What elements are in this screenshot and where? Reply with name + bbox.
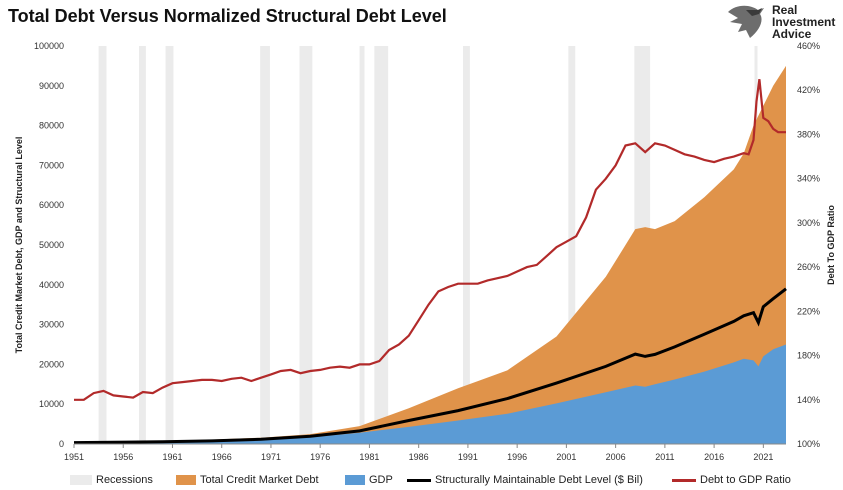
series-structural-debt-level <box>73 287 787 445</box>
x-tick-label: 2021 <box>753 452 773 462</box>
recession-band-4 <box>299 46 313 444</box>
legend-structural: Structurally Maintainable Debt Level ($ … <box>407 474 643 486</box>
y2-tick-label: 340% <box>797 174 820 184</box>
y-tick-label: 10000 <box>39 399 64 409</box>
y-tick-label: 40000 <box>39 280 64 290</box>
y2-tick-label: 260% <box>797 262 820 272</box>
chart-title: Total Debt Versus Normalized Structural … <box>8 6 447 26</box>
x-tick-label: 1971 <box>261 452 281 462</box>
y2-tick-label: 180% <box>797 351 820 361</box>
x-tick-label: 1991 <box>458 452 478 462</box>
legend-debt: Total Credit Market Debt <box>176 474 319 486</box>
recession-band-7 <box>462 46 470 444</box>
legend-swatch-recessions <box>70 475 92 485</box>
x-tick-label: 1966 <box>212 452 232 462</box>
x-tick-label: 1981 <box>359 452 379 462</box>
x-tick-label: 1976 <box>310 452 330 462</box>
x-axis-ticks: 1951 1956 1961 1966 1971 1976 1981 1986 1991 1996… <box>64 444 773 462</box>
legend-label-structural: Structurally Maintainable Debt Level ($ … <box>435 474 643 486</box>
logo-line1: Real <box>772 3 798 17</box>
recession-band-1 <box>138 46 146 444</box>
y-tick-label: 0 <box>59 439 64 449</box>
y-tick-label: 30000 <box>39 320 64 330</box>
series-debt-to-gdp-ratio <box>74 79 786 401</box>
recession-band-8 <box>568 46 576 444</box>
recession-band-5 <box>359 46 365 444</box>
y-axis-title: Total Credit Market Debt, GDP and Struct… <box>14 137 24 354</box>
legend-ratio: Debt to GDP Ratio <box>672 474 791 486</box>
logo-line3: Advice <box>772 27 812 41</box>
y-tick-label: 20000 <box>39 359 64 369</box>
logo <box>728 5 764 39</box>
legend-swatch-structural <box>407 478 431 482</box>
legend-label-debt: Total Credit Market Debt <box>200 474 319 486</box>
y-tick-label: 50000 <box>39 240 64 250</box>
y-tick-label: 60000 <box>39 200 64 210</box>
recession-band-6 <box>374 46 389 444</box>
x-tick-label: 1961 <box>162 452 182 462</box>
x-tick-label: 1986 <box>409 452 429 462</box>
legend-label-gdp: GDP <box>369 474 393 486</box>
y2-tick-label: 380% <box>797 129 820 139</box>
y-tick-label: 80000 <box>39 121 64 131</box>
y-tick-label: 70000 <box>39 160 64 170</box>
y-axis-ticks: 0 10000 20000 30000 40000 50000 60000 70000 8000… <box>34 41 64 449</box>
y2-tick-label: 460% <box>797 41 820 51</box>
recession-band-3 <box>260 46 270 444</box>
series-gdp <box>74 344 786 444</box>
x-tick-label: 2016 <box>704 452 724 462</box>
y-tick-label: 90000 <box>39 81 64 91</box>
x-tick-label: 1996 <box>507 452 527 462</box>
chart-plot: 1951 1956 1961 1966 1971 1976 1981 1986 1991 1996… <box>14 41 836 462</box>
y2-tick-label: 300% <box>797 218 820 228</box>
y2-axis-ticks: 100% 140% 180% 220% 260% 300% 340% 380% 420% 460% <box>797 41 820 449</box>
y2-tick-label: 220% <box>797 306 820 316</box>
series-total-credit-market-debt <box>74 65 786 445</box>
y-tick-label: 100000 <box>34 41 64 51</box>
y2-tick-label: 100% <box>797 439 820 449</box>
legend-swatch-gdp <box>345 475 365 485</box>
legend-swatch-debt <box>176 475 196 485</box>
legend-recessions: Recessions <box>70 474 153 486</box>
x-tick-label: 2006 <box>606 452 626 462</box>
x-tick-label: 2001 <box>556 452 576 462</box>
logo-text: Real Investment Advice <box>772 4 835 40</box>
recession-band-2 <box>165 46 174 444</box>
x-tick-label: 1951 <box>64 452 84 462</box>
legend: Recessions Total Credit Market Debt GDP … <box>0 472 843 490</box>
legend-label-ratio: Debt to GDP Ratio <box>700 474 791 486</box>
y2-tick-label: 420% <box>797 85 820 95</box>
recession-band-0 <box>98 46 107 444</box>
y2-axis-title: Debt To GDP Ratio <box>826 205 836 285</box>
x-tick-label: 2011 <box>655 452 674 462</box>
legend-swatch-ratio <box>672 478 696 482</box>
x-tick-label: 1956 <box>113 452 133 462</box>
legend-gdp: GDP <box>345 474 393 486</box>
y2-tick-label: 140% <box>797 395 820 405</box>
eagle-icon <box>728 5 764 39</box>
legend-label-recessions: Recessions <box>96 474 153 486</box>
logo-line2: Investment <box>772 15 836 29</box>
